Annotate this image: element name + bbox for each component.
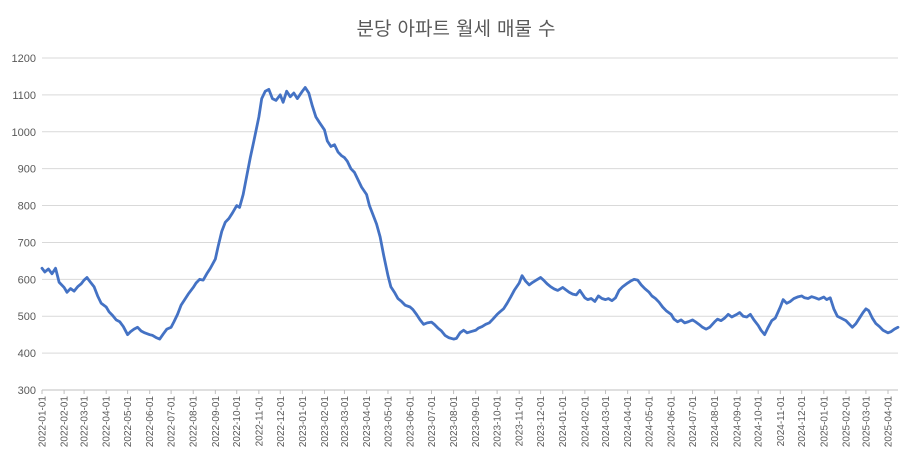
x-tick-label: 2025-03-01 (861, 396, 872, 448)
x-tick-label: 2022-11-01 (254, 396, 265, 447)
x-tick-label: 2024-09-01 (732, 396, 743, 448)
y-tick-label: 1100 (12, 90, 36, 102)
y-axis-ticks: 300 400 500 600 700 800 900 1000 1100 1200 (12, 53, 36, 397)
x-tick-label: 2024-06-01 (667, 396, 678, 448)
x-tick-label: 2022-03-01 (80, 396, 91, 448)
x-tick-label: 2024-01-01 (558, 396, 569, 448)
y-tick-label: 400 (18, 348, 36, 360)
x-tick-label: 2023-05-01 (383, 396, 394, 448)
x-tick-label: 2023-08-01 (449, 396, 460, 448)
x-tick-label: 2025-04-01 (884, 396, 895, 448)
x-tick-label: 2024-08-01 (710, 396, 721, 448)
x-tick-label: 2023-10-01 (493, 396, 504, 448)
x-tick-label: 2022-07-01 (167, 396, 178, 448)
x-tick-label: 2022-12-01 (276, 396, 287, 448)
x-tick-label: 2023-01-01 (298, 396, 309, 448)
x-tick-label: 2023-04-01 (362, 396, 373, 448)
x-axis-ticks: 2022-01-01 2022-02-01 2022-03-01 2022-04-01… (38, 390, 895, 447)
x-tick-label: 2023-03-01 (340, 396, 351, 448)
x-tick-label: 2023-11-01 (515, 396, 526, 447)
x-tick-label: 2024-03-01 (601, 396, 612, 448)
x-tick-label: 2024-11-01 (776, 396, 787, 447)
y-tick-label: 1200 (12, 53, 36, 65)
x-tick-label: 2023-09-01 (471, 396, 482, 448)
x-tick-label: 2024-10-01 (754, 396, 765, 448)
x-tick-label: 2025-01-01 (819, 396, 830, 448)
x-tick-label: 2022-09-01 (211, 396, 222, 448)
x-tick-label: 2022-10-01 (232, 396, 243, 448)
x-tick-label: 2023-12-01 (536, 396, 547, 448)
x-tick-label: 2023-06-01 (406, 396, 417, 448)
y-tick-label: 500 (18, 311, 36, 323)
x-tick-label: 2023-02-01 (320, 396, 331, 448)
x-tick-label: 2022-05-01 (123, 396, 134, 448)
x-tick-label: 2022-02-01 (60, 396, 71, 448)
x-tick-label: 2024-05-01 (645, 396, 656, 448)
x-tick-label: 2022-01-01 (38, 396, 49, 448)
y-tick-label: 1000 (12, 127, 36, 139)
x-tick-label: 2022-04-01 (102, 396, 113, 448)
y-tick-label: 300 (18, 385, 36, 397)
x-tick-label: 2024-07-01 (688, 396, 699, 448)
x-tick-label: 2024-02-01 (580, 396, 591, 448)
x-tick-label: 2023-07-01 (427, 396, 438, 448)
y-tick-label: 800 (18, 201, 36, 213)
x-tick-label: 2022-06-01 (145, 396, 156, 448)
chart-title: 분당 아파트 월세 매물 수 (356, 18, 556, 40)
x-tick-label: 2024-04-01 (623, 396, 634, 448)
x-tick-label: 2024-12-01 (797, 396, 808, 448)
series-line (40, 86, 900, 341)
x-tick-label: 2025-02-01 (841, 396, 852, 448)
x-tick-label: 2022-08-01 (189, 396, 200, 448)
series-layer (40, 86, 900, 341)
y-tick-label: 700 (18, 237, 36, 249)
gridlines (42, 57, 898, 391)
y-tick-label: 600 (18, 274, 36, 286)
y-tick-label: 900 (18, 164, 36, 176)
